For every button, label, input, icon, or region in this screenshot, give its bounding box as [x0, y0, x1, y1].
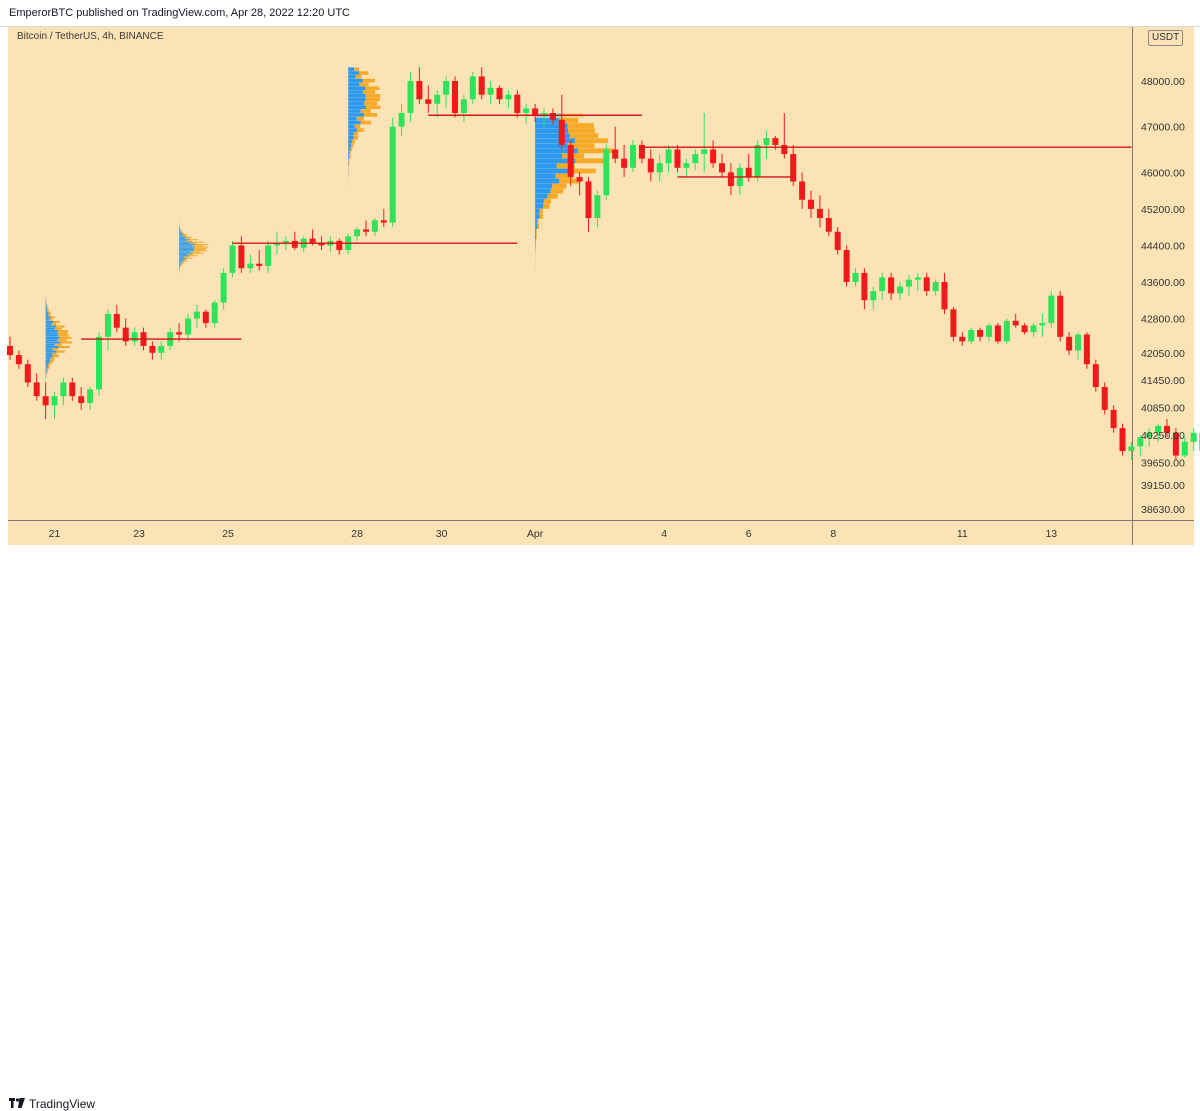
publisher-line: EmperorBTC published on TradingView.com,…	[9, 7, 350, 19]
chart-pane[interactable]	[8, 27, 1132, 520]
symbol-label: Bitcoin / TetherUS, 4h, BINANCE	[17, 31, 164, 42]
publish-header: EmperorBTC published on TradingView.com,…	[0, 0, 1200, 27]
axis-corner	[1132, 520, 1194, 546]
time-axis[interactable]	[8, 520, 1132, 546]
footer: TradingView	[0, 545, 1200, 573]
currency-button[interactable]: USDT	[1148, 30, 1183, 46]
tradingview-brand: TradingView	[29, 1097, 95, 1111]
tradingview-logo-icon	[9, 1097, 25, 1109]
price-axis[interactable]	[1132, 27, 1194, 520]
